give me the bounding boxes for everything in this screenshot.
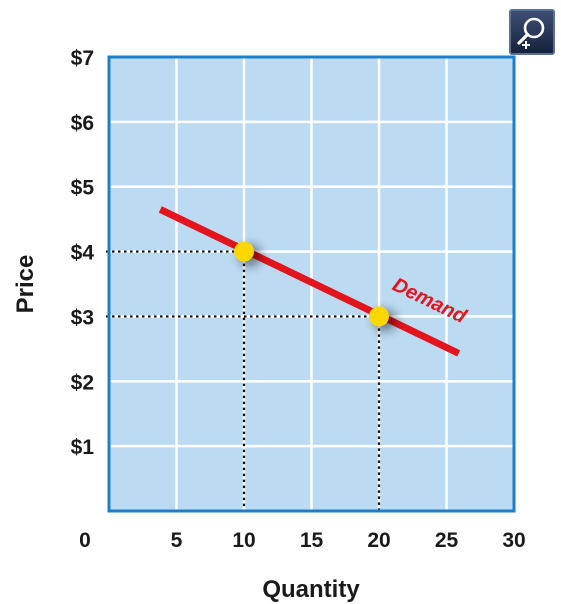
demand-line (158, 206, 461, 357)
plot-frame (107, 55, 516, 513)
y-tick-label: $2 (71, 371, 94, 394)
x-tick-label: 20 (367, 529, 390, 552)
x-tick-label: 25 (435, 529, 459, 552)
x-tick-label: 10 (232, 529, 255, 552)
x-tick-label: 15 (300, 529, 324, 552)
guide-lines (106, 250, 381, 511)
y-tick-label: $3 (71, 306, 94, 329)
y-tick-label: $4 (71, 242, 95, 265)
magnifier-plus-icon (517, 17, 545, 49)
zoom-button[interactable] (509, 9, 555, 55)
y-tick-label: $6 (71, 112, 94, 135)
x-axis-title: Quantity (262, 576, 360, 603)
y-tick-label: $1 (71, 436, 95, 459)
highlight-point (369, 306, 389, 327)
x-tick-label: 30 (502, 529, 525, 552)
y-tick-label: $5 (71, 177, 95, 200)
x-tick-label: 5 (171, 529, 183, 552)
highlight-point (234, 241, 254, 262)
y-tick-label: $7 (71, 47, 94, 70)
y-axis-title: Price (12, 255, 39, 314)
tick-labels: 5 10 15 20 25 30 $1 $2 $3 $4 $5 $6 $7 (71, 47, 526, 552)
x-origin-label: 0 (79, 529, 91, 552)
highlighted-points (234, 241, 396, 332)
